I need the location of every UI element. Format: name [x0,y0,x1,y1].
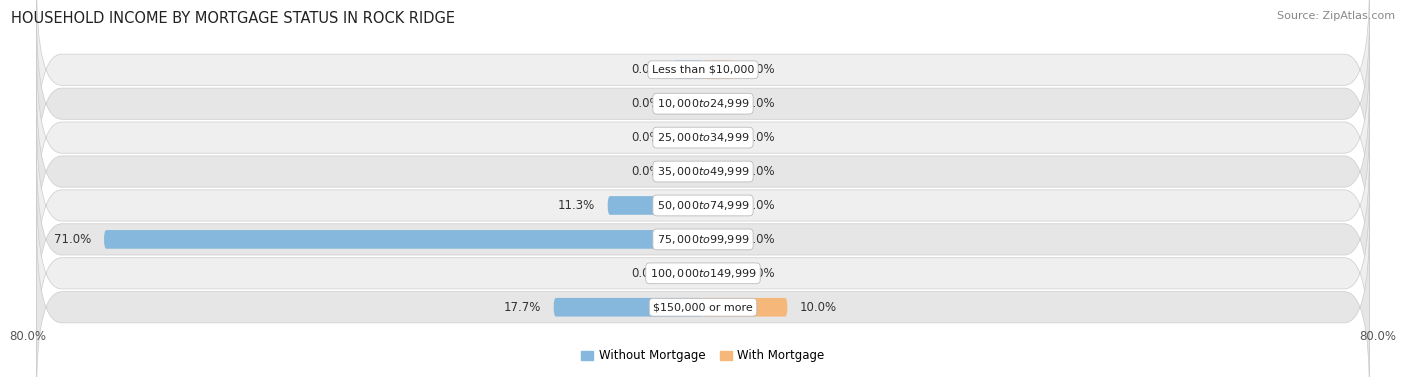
Text: 0.0%: 0.0% [745,233,775,246]
FancyBboxPatch shape [37,85,1369,258]
Text: 0.0%: 0.0% [745,267,775,280]
Text: $150,000 or more: $150,000 or more [654,302,752,312]
FancyBboxPatch shape [703,196,733,215]
FancyBboxPatch shape [37,187,1369,360]
FancyBboxPatch shape [703,128,733,147]
Text: 10.0%: 10.0% [800,301,837,314]
Text: 71.0%: 71.0% [55,233,91,246]
FancyBboxPatch shape [703,230,733,249]
Text: 0.0%: 0.0% [745,165,775,178]
FancyBboxPatch shape [554,298,703,317]
Text: Source: ZipAtlas.com: Source: ZipAtlas.com [1277,11,1395,21]
FancyBboxPatch shape [37,153,1369,326]
Text: 0.0%: 0.0% [745,131,775,144]
FancyBboxPatch shape [703,94,733,113]
Text: 0.0%: 0.0% [745,199,775,212]
Text: $25,000 to $34,999: $25,000 to $34,999 [657,131,749,144]
FancyBboxPatch shape [673,128,703,147]
FancyBboxPatch shape [37,119,1369,292]
Text: 11.3%: 11.3% [558,199,595,212]
FancyBboxPatch shape [673,162,703,181]
FancyBboxPatch shape [703,298,787,317]
Text: $50,000 to $74,999: $50,000 to $74,999 [657,199,749,212]
FancyBboxPatch shape [703,264,733,283]
FancyBboxPatch shape [703,162,733,181]
Text: 0.0%: 0.0% [745,63,775,76]
FancyBboxPatch shape [673,94,703,113]
Text: $10,000 to $24,999: $10,000 to $24,999 [657,97,749,110]
Legend: Without Mortgage, With Mortgage: Without Mortgage, With Mortgage [576,345,830,367]
Text: $100,000 to $149,999: $100,000 to $149,999 [650,267,756,280]
Text: 0.0%: 0.0% [631,63,661,76]
FancyBboxPatch shape [673,60,703,79]
Text: 17.7%: 17.7% [503,301,541,314]
Text: 0.0%: 0.0% [631,97,661,110]
FancyBboxPatch shape [673,264,703,283]
Text: Less than $10,000: Less than $10,000 [652,65,754,75]
FancyBboxPatch shape [37,17,1369,190]
Text: $75,000 to $99,999: $75,000 to $99,999 [657,233,749,246]
FancyBboxPatch shape [703,60,733,79]
Text: $35,000 to $49,999: $35,000 to $49,999 [657,165,749,178]
Text: 0.0%: 0.0% [631,267,661,280]
Text: 0.0%: 0.0% [745,97,775,110]
Text: HOUSEHOLD INCOME BY MORTGAGE STATUS IN ROCK RIDGE: HOUSEHOLD INCOME BY MORTGAGE STATUS IN R… [11,11,456,26]
FancyBboxPatch shape [37,51,1369,224]
Text: 0.0%: 0.0% [631,131,661,144]
FancyBboxPatch shape [104,230,703,249]
FancyBboxPatch shape [37,0,1369,156]
FancyBboxPatch shape [607,196,703,215]
FancyBboxPatch shape [37,221,1369,377]
Text: 0.0%: 0.0% [631,165,661,178]
